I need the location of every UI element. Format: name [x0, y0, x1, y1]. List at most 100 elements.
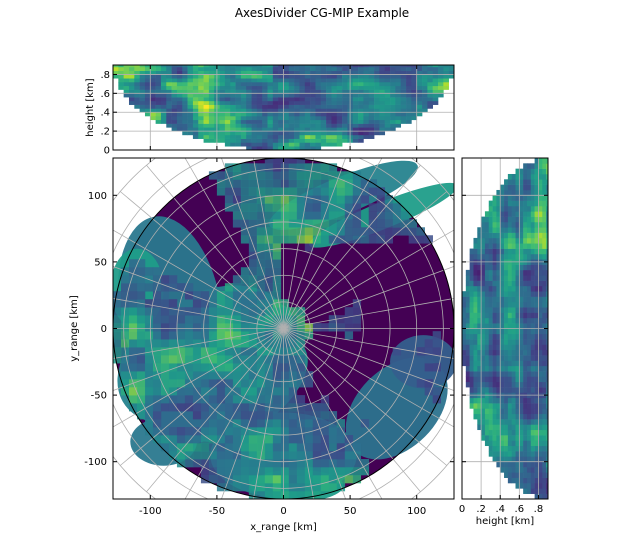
radar-cell — [272, 163, 282, 172]
radar-cell — [176, 315, 186, 324]
side-cell — [310, 89, 316, 94]
side-cell — [530, 381, 535, 388]
side-cell — [538, 403, 543, 409]
side-cell — [182, 89, 188, 94]
radar-cell — [160, 307, 170, 316]
side-cell — [395, 108, 402, 113]
side-cell — [469, 253, 474, 260]
radar-cell — [272, 419, 282, 428]
side-cell — [496, 248, 501, 255]
side-cell — [504, 232, 509, 239]
radar-cell — [296, 443, 306, 452]
side-cell — [166, 119, 172, 124]
side-cell — [519, 344, 524, 351]
side-cell — [230, 70, 236, 75]
side-cell — [422, 65, 428, 68]
side-cell — [546, 435, 548, 441]
side-cell — [484, 413, 490, 420]
radar-cell — [240, 355, 250, 364]
side-cell — [262, 93, 268, 98]
side-cell — [235, 65, 242, 68]
side-cell — [542, 253, 547, 260]
radar-cell — [344, 227, 354, 236]
side-cell — [155, 82, 162, 87]
side-cell — [368, 65, 375, 68]
side-cell — [288, 70, 295, 75]
side-cell — [534, 269, 539, 276]
radar-cell — [160, 403, 170, 412]
side-cell — [477, 424, 482, 431]
side-cell — [416, 108, 423, 113]
radar-cell — [264, 315, 274, 324]
side-cell — [534, 333, 539, 340]
radar-cell — [272, 275, 282, 284]
side-cell — [515, 451, 520, 457]
side-cell — [320, 131, 327, 136]
side-cell — [342, 119, 348, 124]
side-cell — [534, 163, 539, 169]
y-tick-label: 100 — [88, 191, 107, 202]
side-cell — [462, 328, 467, 335]
side-cell — [326, 116, 332, 121]
side-cell — [278, 78, 284, 83]
side-cell — [507, 253, 512, 260]
radar-cell — [168, 307, 178, 316]
side-cell — [144, 108, 151, 113]
side-cell — [278, 93, 284, 98]
side-cell — [523, 467, 528, 473]
azimuth-spoke — [184, 328, 284, 499]
x-tick-label: -100 — [139, 506, 162, 517]
radar-cell — [184, 395, 194, 404]
side-cell — [507, 301, 512, 308]
side-cell — [144, 78, 151, 83]
side-cell — [504, 435, 509, 441]
radar-cell — [120, 371, 130, 380]
main-heatmap — [113, 158, 454, 499]
side-cell — [534, 275, 539, 281]
side-cell — [504, 296, 509, 303]
radar-cell — [264, 203, 274, 212]
side-cell — [235, 74, 242, 79]
radar-cell — [384, 227, 394, 236]
side-cell — [224, 116, 231, 121]
side-cell — [511, 360, 516, 367]
side-cell — [315, 74, 322, 79]
side-cell — [507, 435, 512, 441]
side-cell — [481, 232, 486, 239]
radar-cell — [208, 459, 218, 468]
side-cell — [546, 264, 548, 271]
radar-cell — [240, 387, 250, 396]
radar-cell — [264, 475, 274, 484]
radar-cell — [224, 435, 234, 444]
side-cell — [538, 371, 543, 377]
side-cell — [492, 195, 497, 201]
radar-cell — [288, 203, 298, 212]
side-cell — [488, 216, 493, 223]
side-cell — [523, 184, 528, 191]
side-cell — [235, 93, 242, 98]
side-cell — [326, 108, 332, 113]
side-cell — [492, 403, 497, 409]
side-cell — [342, 116, 348, 121]
side-cell — [171, 82, 178, 87]
side-cell — [530, 211, 535, 217]
radar-cell — [128, 259, 138, 268]
side-cell — [416, 104, 423, 109]
side-cell — [511, 387, 516, 393]
side-cell — [481, 253, 486, 260]
side-cell — [526, 317, 532, 324]
side-cell — [363, 108, 370, 113]
radar-cell — [192, 435, 202, 444]
side-cell — [538, 275, 543, 281]
side-cell — [363, 66, 370, 71]
side-cell — [523, 403, 528, 409]
side-cell — [542, 440, 547, 447]
radar-cell — [160, 283, 170, 292]
side-cell — [526, 333, 532, 340]
side-cell — [473, 403, 478, 409]
radar-cell — [216, 427, 226, 436]
side-cell — [176, 65, 183, 68]
radar-cell — [160, 291, 170, 300]
radar-cell — [304, 211, 314, 220]
side-cell — [534, 200, 539, 207]
